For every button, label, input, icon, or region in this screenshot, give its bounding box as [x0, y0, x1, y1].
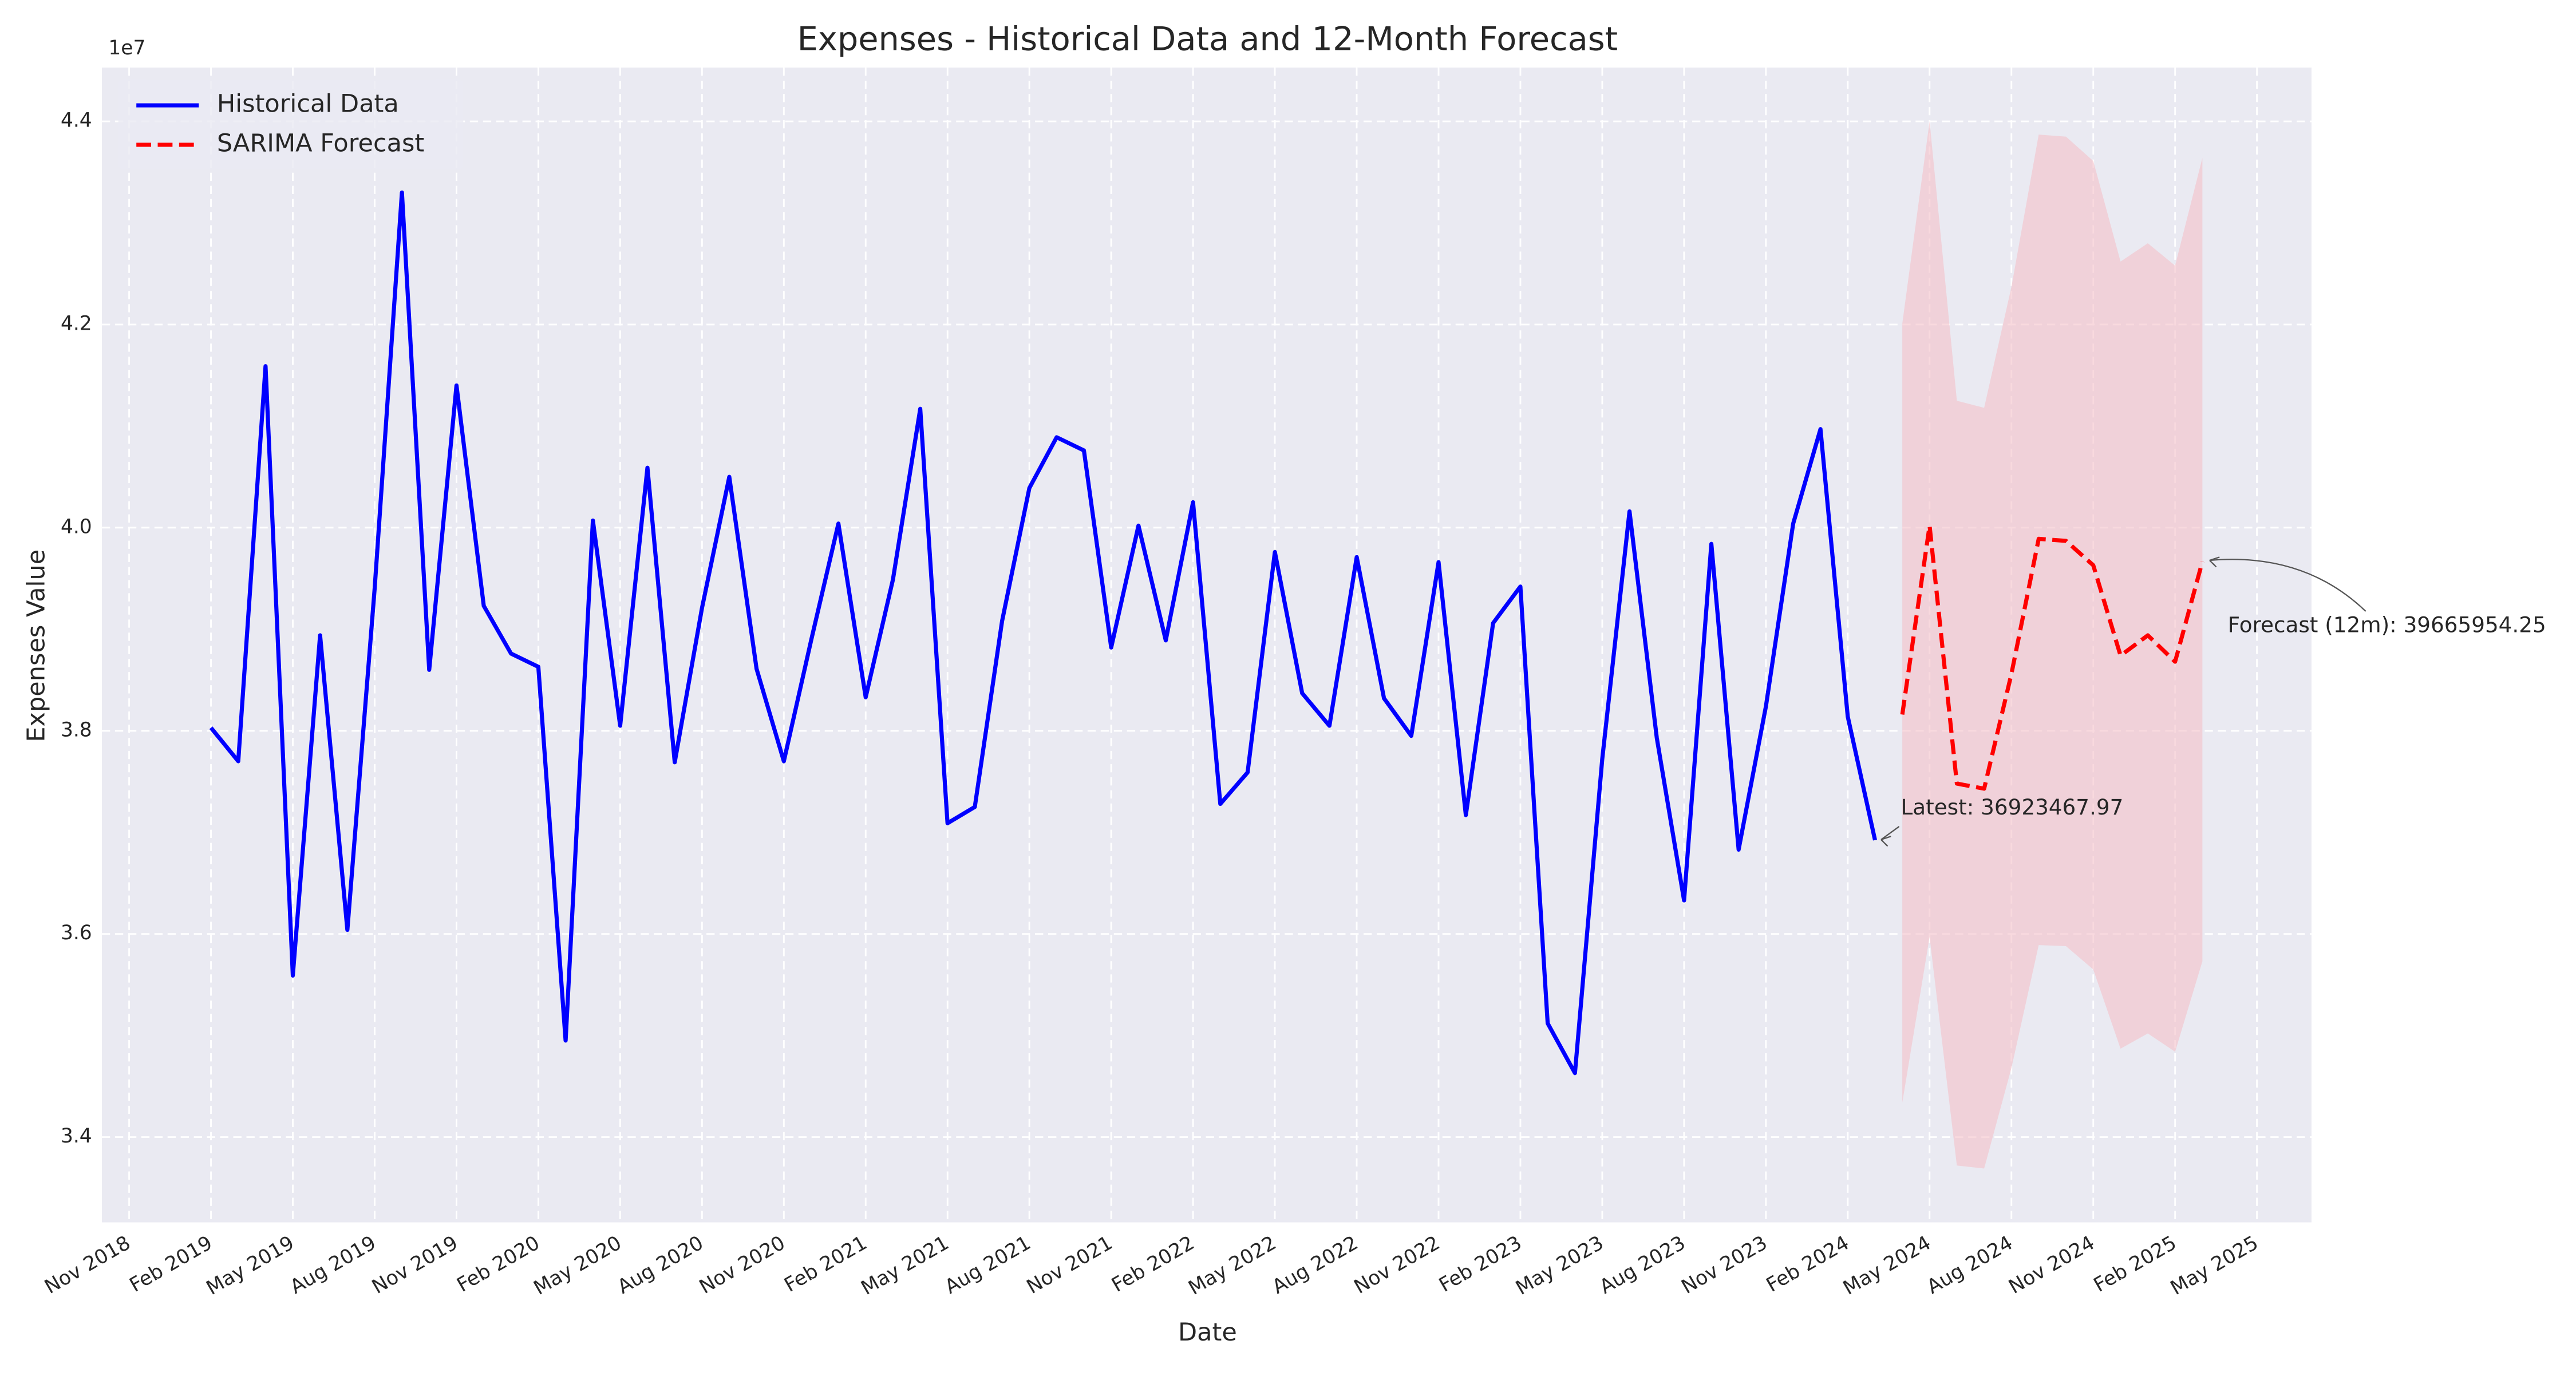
x-tick-label: Aug 2022 [1269, 1231, 1362, 1299]
x-tick-label: Feb 2021 [780, 1231, 871, 1296]
x-tick-label: May 2020 [530, 1231, 626, 1300]
x-tick-label: Aug 2019 [286, 1231, 380, 1299]
y-tick-label: 4.0 [61, 515, 92, 538]
x-tick-label: Nov 2019 [368, 1231, 462, 1299]
x-tick-label: Feb 2025 [2090, 1231, 2180, 1296]
confidence-band [1902, 121, 2203, 1169]
x-tick-label: Aug 2024 [1923, 1231, 2017, 1299]
x-tick-label: May 2021 [857, 1231, 953, 1300]
y-tick-label: 3.6 [61, 922, 92, 944]
x-tick-label: Feb 2022 [1108, 1231, 1198, 1296]
x-tick-label: Feb 2019 [126, 1231, 216, 1296]
x-tick-label: Nov 2021 [1023, 1231, 1117, 1299]
x-tick-label: Nov 2018 [41, 1231, 135, 1299]
legend-label: Historical Data [217, 90, 399, 118]
x-tick-label: Nov 2023 [1678, 1231, 1772, 1299]
x-tick-label: Feb 2020 [453, 1231, 544, 1296]
y-tick-label: 4.2 [61, 312, 92, 335]
legend-label: SARIMA Forecast [217, 129, 424, 157]
x-tick-label: May 2019 [203, 1231, 298, 1300]
data-line [209, 190, 1877, 1076]
data-line [1900, 523, 2204, 791]
y-tick-label: 4.4 [61, 109, 92, 132]
y-tick-label: 3.8 [61, 718, 92, 741]
x-tick-label: May 2023 [1512, 1231, 1607, 1300]
annotation-arrow [2209, 559, 2366, 612]
annotation-arrowhead [2209, 556, 2220, 568]
x-tick-label: Aug 2020 [614, 1231, 708, 1299]
annotation: Forecast (12m): 39665954.25 [2228, 612, 2546, 637]
y-axis-label: Expenses Value [22, 549, 51, 742]
x-tick-label: Feb 2024 [1763, 1231, 1853, 1296]
x-tick-label: May 2024 [1839, 1231, 1935, 1300]
annotation-arrowhead [1880, 836, 1891, 847]
x-tick-label: Feb 2023 [1435, 1231, 1526, 1296]
x-tick-label: Nov 2022 [1350, 1231, 1444, 1299]
x-tick-label: Aug 2023 [1596, 1231, 1690, 1299]
x-tick-label: Nov 2024 [2005, 1231, 2099, 1299]
annotation: Latest: 36923467.97 [1901, 794, 2123, 820]
y-tick-label: 3.4 [61, 1125, 92, 1148]
x-tick-label: May 2022 [1184, 1231, 1280, 1300]
chart-title: Expenses - Historical Data and 12-Month … [797, 20, 1618, 58]
legend-box [118, 79, 464, 169]
x-tick-label: Nov 2020 [696, 1231, 789, 1299]
y-offset-label: 1e7 [108, 37, 145, 60]
x-tick-label: May 2025 [2167, 1231, 2262, 1300]
x-tick-label: Aug 2021 [941, 1231, 1035, 1299]
x-axis-label: Date [1178, 1318, 1237, 1347]
